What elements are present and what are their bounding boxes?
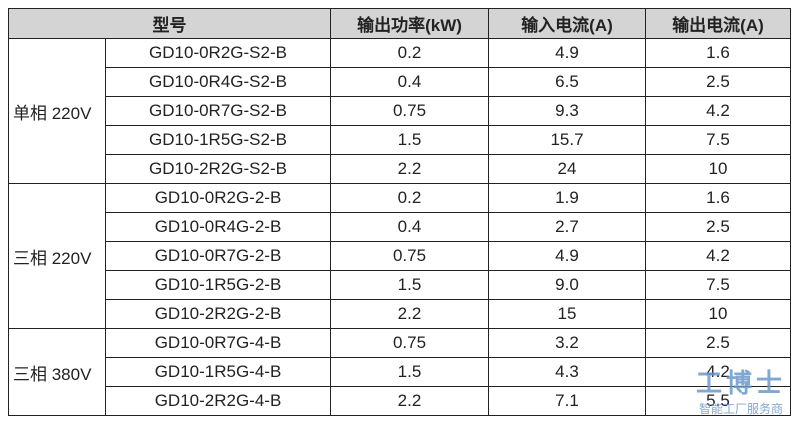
table-cell: GD10-1R5G-2-B — [105, 270, 331, 300]
header-cell: 型号 — [8, 8, 331, 39]
table-row: GD10-2R2G-4-B 2.2 7.1 5.5 — [9, 386, 791, 416]
table-cell: 0.75 — [330, 241, 489, 271]
table-cell: 2.2 — [330, 299, 489, 329]
table-cell: GD10-1R5G-S2-B — [105, 125, 331, 155]
table-cell: 2.2 — [330, 386, 489, 416]
table-row: 三相 220V GD10-0R2G-2-B 0.2 1.9 1.6 — [8, 183, 791, 329]
table-cell: 1.5 — [330, 357, 489, 387]
table-cell: 0.75 — [330, 328, 489, 358]
table-cell: GD10-0R7G-2-B — [105, 241, 331, 271]
table-body: 型号 输出功率(kW) 输入电流(A) 输出电流(A) 单相 220V GD10-0R2G… — [8, 8, 791, 416]
table-cell: 0.4 — [330, 67, 489, 97]
table-cell: 1.5 — [330, 270, 489, 300]
table-cell: 1.5 — [330, 125, 489, 155]
table-cell: 2.2 — [330, 154, 489, 184]
spec-table: 型号 输出功率(kW) 输入电流(A) 输出电流(A) 单相 220V GD10-0R2G… — [8, 8, 791, 416]
table-cell: 5.5 — [645, 386, 791, 416]
header-cell: 输出功率(kW) — [330, 8, 489, 39]
table-cell: 10 — [645, 154, 791, 184]
group-label: 单相 220V — [8, 38, 106, 184]
table-cell: 2.5 — [645, 328, 791, 358]
header-cell: 输入电流(A) — [488, 8, 646, 39]
table-cell: 4.2 — [645, 96, 791, 126]
table-cell: 2.5 — [645, 212, 791, 242]
table-cell: 0.2 — [330, 183, 489, 213]
watermark-name: 工博士 — [695, 368, 786, 398]
table-cell: GD10-2R2G-S2-B — [105, 154, 331, 184]
table-cell: 3.2 — [488, 328, 646, 358]
watermark: 工博士 智能工厂服务商 — [696, 363, 786, 417]
table-cell: 6.5 — [488, 67, 646, 97]
table-row: 三相 380V GD10-0R7G-4-B 0.75 3.2 2.5 — [8, 328, 791, 416]
table-cell: 4.2 — [645, 357, 791, 387]
group-label: 三相 220V — [8, 183, 106, 329]
table-cell: GD10-0R7G-S2-B — [105, 96, 331, 126]
table-cell: GD10-0R4G-S2-B — [105, 67, 331, 97]
table-cell: 4.3 — [488, 357, 646, 387]
table-cell: GD10-0R4G-2-B — [105, 212, 331, 242]
table-cell: 15 — [488, 299, 646, 329]
table-row: GD10-2R2G-2-B 2.2 15 10 — [9, 299, 791, 329]
table-cell: GD10-0R2G-2-B — [105, 183, 331, 213]
table-cell: GD10-0R7G-4-B — [105, 328, 331, 358]
table-cell: 4.2 — [645, 241, 791, 271]
table-cell: 0.4 — [330, 212, 489, 242]
table-row: GD10-2R2G-S2-B 2.2 24 10 — [9, 154, 791, 184]
table-cell: 7.5 — [645, 270, 791, 300]
header-row: 型号 输出功率(kW) 输入电流(A) 输出电流(A) — [8, 8, 791, 39]
watermark-slogan: 智能工厂服务商 — [698, 402, 783, 416]
table-cell: 4.9 — [488, 241, 646, 271]
table-cell: 2.5 — [645, 67, 791, 97]
header-cell: 输出电流(A) — [645, 8, 791, 39]
table-row: GD10-1R5G-2-B 1.5 9.0 7.5 — [9, 270, 791, 300]
table-cell: 0.2 — [330, 38, 489, 68]
table-row: GD10-1R5G-S2-B 1.5 15.7 7.5 — [9, 125, 791, 155]
table-row: GD10-1R5G-4-B 1.5 4.3 4.2 — [9, 357, 791, 387]
table-cell: 15.7 — [488, 125, 646, 155]
table-cell: 0.75 — [330, 96, 489, 126]
table-cell: 24 — [488, 154, 646, 184]
table-cell: 1.6 — [645, 38, 791, 68]
table-cell: 2.7 — [488, 212, 646, 242]
table-row: GD10-0R4G-2-B 0.4 2.7 2.5 — [9, 212, 791, 242]
table-cell: 1.6 — [645, 183, 791, 213]
table-cell: 4.9 — [488, 38, 646, 68]
table-cell: GD10-2R2G-2-B — [105, 299, 331, 329]
table-cell: 7.1 — [488, 386, 646, 416]
table-cell: 10 — [645, 299, 791, 329]
group-label: 三相 380V — [8, 328, 106, 416]
table-cell: GD10-0R2G-S2-B — [105, 38, 331, 68]
table-cell: 7.5 — [645, 125, 791, 155]
table-cell: GD10-1R5G-4-B — [105, 357, 331, 387]
table-cell: GD10-2R2G-4-B — [105, 386, 331, 416]
table-cell: 1.9 — [488, 183, 646, 213]
table-cell: 9.3 — [488, 96, 646, 126]
table-row: GD10-0R4G-S2-B 0.4 6.5 2.5 — [9, 67, 791, 97]
table-row: GD10-0R7G-2-B 0.75 4.9 4.2 — [9, 241, 791, 271]
table-cell: 9.0 — [488, 270, 646, 300]
table-row: GD10-0R7G-S2-B 0.75 9.3 4.2 — [9, 96, 791, 126]
table-row: 单相 220V GD10-0R2G-S2-B 0.2 4.9 1.6 — [8, 38, 791, 184]
